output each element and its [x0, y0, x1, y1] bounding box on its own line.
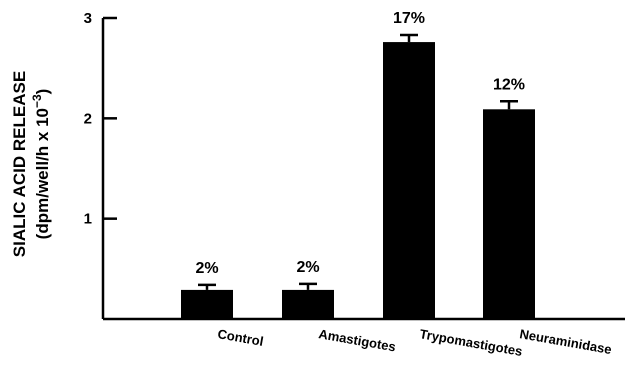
- category-label: Trypomastigotes: [418, 326, 523, 359]
- y-axis-units-text: (dpm/well/h x 10: [33, 108, 52, 239]
- category-label: Neuraminidase: [518, 326, 612, 357]
- y-axis-title-line2: (dpm/well/h x 10−3): [30, 89, 52, 240]
- bar: [383, 42, 435, 319]
- y-ticks: 1 2 3: [84, 10, 117, 228]
- y-tick-label: 3: [84, 10, 92, 27]
- y-axis-title-line1: SIALIC ACID RELEASE: [10, 71, 29, 257]
- y-axis-units: (dpm/well/h x 10−3): [30, 89, 52, 240]
- y-axis-units-close: ): [33, 89, 52, 95]
- bar: [181, 289, 233, 319]
- bar: [483, 109, 535, 319]
- category-label: Amastigotes: [317, 326, 396, 354]
- bars: [181, 33, 535, 319]
- y-axis-title: SIALIC ACID RELEASE: [10, 71, 29, 257]
- axes: [101, 18, 625, 321]
- y-tick-label: 2: [84, 110, 92, 127]
- data-label: 12%: [493, 76, 525, 93]
- bar: [282, 289, 334, 319]
- data-label: 17%: [393, 10, 425, 27]
- y-axis-units-exponent: −3: [30, 94, 44, 108]
- y-tick-label: 1: [84, 211, 92, 228]
- category-label: Control: [216, 326, 264, 349]
- data-label: 2%: [195, 260, 218, 277]
- data-label: 2%: [296, 259, 319, 276]
